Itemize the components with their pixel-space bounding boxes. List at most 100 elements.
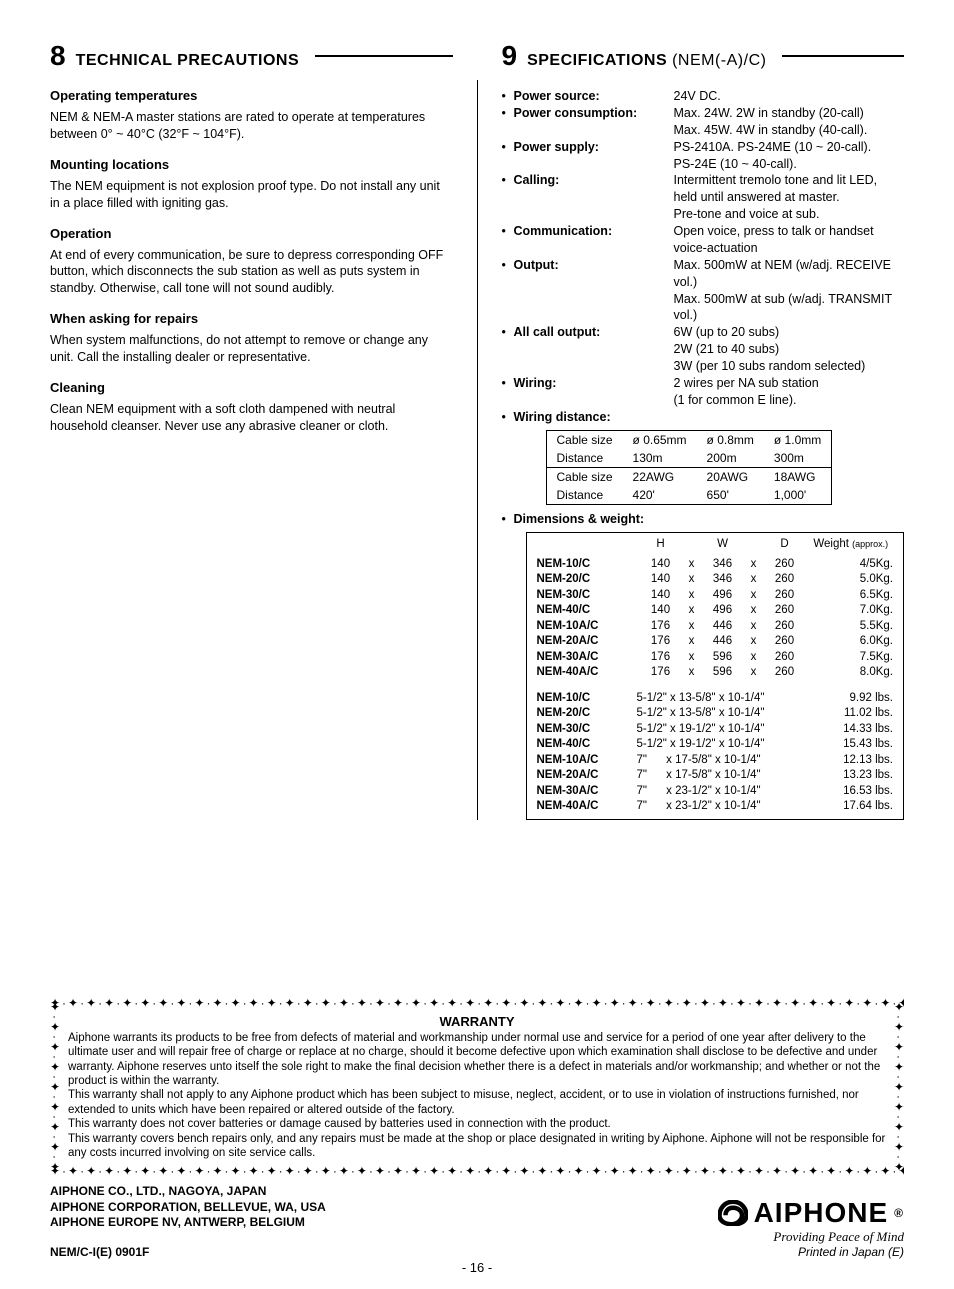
spec-value: PS-2410A. PS-24ME (10 ~ 20-call). PS-24E… [674,139,905,173]
spec-label: Power supply: [514,139,674,156]
section-8-number: 8 [50,40,66,72]
table-row: NEM-10A/C7" x 17-5/8" x 10-1/4"12.13 lbs… [537,753,894,769]
cell: Cable size [546,467,623,486]
two-columns: 8 TECHNICAL PRECAUTIONS Operating temper… [50,40,904,820]
spec-value: 24V DC. [674,88,905,105]
spec-row: •Calling:Intermittent tremolo tone and l… [502,172,905,223]
cell: 200m [697,449,764,468]
col-header: D [761,537,809,553]
subhead: Mounting locations [50,157,453,172]
table-row: NEM-30/C5-1/2" x 19-1/2" x 10-1/4"14.33 … [537,722,894,738]
cell: 20AWG [697,467,764,486]
table-row: NEM-40A/C7" x 23-1/2" x 10-1/4"17.64 lbs… [537,799,894,815]
decorative-border: ✦·✦·✦·✦·✦·✦·✦·✦·✦·✦·✦·✦·✦·✦·✦·✦·✦·✦·✦·✦·… [50,1164,904,1178]
subsection: When asking for repairs When system malf… [50,311,453,366]
cell: Distance [546,449,623,468]
spec-label: All call output: [514,324,674,341]
col-header: Weight (approx.) [809,537,894,553]
header-rule [782,55,904,57]
body-text: At end of every communication, be sure t… [50,247,453,298]
section-9-number: 9 [502,40,518,72]
cell: 300m [764,449,832,468]
spec-value: Open voice, press to talk or handset voi… [674,223,905,257]
spec-row: •Communication:Open voice, press to talk… [502,223,905,257]
subsection: Operating temperatures NEM & NEM-A maste… [50,88,453,143]
cell: 650' [697,486,764,505]
section-9-header: 9 SPECIFICATIONS (NEM(-A)/C) [502,40,905,72]
spec-value: 2 wires per NA sub station (1 for common… [674,375,905,409]
spec-label: Wiring distance: [514,409,674,426]
cell: 130m [623,449,697,468]
spec-value: Max. 24W. 2W in standby (20-call) Max. 4… [674,105,905,139]
dimensions-inch-rows: NEM-10/C5-1/2" x 13-5/8" x 10-1/4"9.92 l… [537,691,894,815]
table-row: Distance 130m 200m 300m [546,449,832,468]
body-text: NEM & NEM-A master stations are rated to… [50,109,453,143]
spec-row: •Wiring:2 wires per NA sub station (1 fo… [502,375,905,409]
subsection: Cleaning Clean NEM equipment with a soft… [50,380,453,435]
subsection: Mounting locations The NEM equipment is … [50,157,453,212]
section-9-title: SPECIFICATIONS (NEM(-A)/C) [527,52,766,70]
cell: 420' [623,486,697,505]
address-line: AIPHONE CORPORATION, BELLEVUE, WA, USA [50,1200,326,1216]
document-code: NEM/C-I(E) 0901F [50,1245,326,1259]
table-row: NEM-10/C140x346x2604/5Kg. [537,557,894,573]
left-column: 8 TECHNICAL PRECAUTIONS Operating temper… [50,40,453,820]
address-block: AIPHONE CO., LTD., NAGOYA, JAPAN AIPHONE… [50,1184,326,1259]
section-8-title: TECHNICAL PRECAUTIONS [76,52,300,70]
subhead: Operating temperatures [50,88,453,103]
spec-label: Wiring: [514,375,674,392]
subhead: Cleaning [50,380,453,395]
spec-row: •Dimensions & weight: [502,511,905,528]
brand-tagline: Providing Peace of Mind [718,1229,904,1245]
spec-row: •Output:Max. 500mW at NEM (w/adj. RECEIV… [502,257,905,325]
table-row: Distance 420' 650' 1,000' [546,486,832,505]
brand-name: AIPHONE® [718,1197,904,1229]
right-column: 9 SPECIFICATIONS (NEM(-A)/C) •Power sour… [502,40,905,820]
table-row: NEM-10/C5-1/2" x 13-5/8" x 10-1/4"9.92 l… [537,691,894,707]
section-8-header: 8 TECHNICAL PRECAUTIONS [50,40,453,72]
footer: AIPHONE CO., LTD., NAGOYA, JAPAN AIPHONE… [50,1184,904,1259]
spec-label: Communication: [514,223,674,240]
title-bold: SPECIFICATIONS [527,52,667,69]
column-divider [477,80,478,820]
dimensions-table: H W D Weight (approx.) NEM-10/C140x346x2… [526,532,905,820]
spec-label: Calling: [514,172,674,189]
table-row: Cable size 22AWG 20AWG 18AWG [546,467,832,486]
brand-text: AIPHONE [754,1197,889,1229]
cell: Cable size [546,430,623,449]
col-header: H [637,537,685,553]
decorative-border: ✦·✦·✦·✦·✦·✦·✦·✦·✦·✦·✦ [892,1000,906,1174]
dimensions-mm-rows: NEM-10/C140x346x2604/5Kg.NEM-20/C140x346… [537,557,894,681]
spec-label: Output: [514,257,674,274]
spec-row: •Power supply:PS-2410A. PS-24ME (10 ~ 20… [502,139,905,173]
table-row: NEM-30/C140x496x2606.5Kg. [537,588,894,604]
table-header: H W D Weight (approx.) [537,537,894,553]
warranty-box: ✦·✦·✦·✦·✦·✦·✦·✦·✦·✦·✦·✦·✦·✦·✦·✦·✦·✦·✦·✦·… [50,1000,904,1174]
address-line: AIPHONE EUROPE NV, ANTWERP, BELGIUM [50,1215,326,1231]
table-row: NEM-40A/C176x596x2608.0Kg. [537,665,894,681]
printed-note: Printed in Japan (E) [718,1245,904,1259]
table-row: NEM-20A/C176x446x2606.0Kg. [537,634,894,650]
cell: ø 0.65mm [623,430,697,449]
spec-row: •All call output:6W (up to 20 subs) 2W (… [502,324,905,375]
cell: ø 0.8mm [697,430,764,449]
title-light: (NEM(-A)/C) [672,52,766,69]
header-rule [315,55,452,57]
table-row: NEM-20A/C7" x 17-5/8" x 10-1/4"13.23 lbs… [537,768,894,784]
address-line: AIPHONE CO., LTD., NAGOYA, JAPAN [50,1184,326,1200]
spec-row: •Wiring distance: [502,409,905,426]
table-row: NEM-10A/C176x446x2605.5Kg. [537,619,894,635]
spec-value: Max. 500mW at NEM (w/adj. RECEIVE vol.) … [674,257,905,325]
warranty-title: WARRANTY [68,1014,886,1029]
spec-label: Power source: [514,88,674,105]
subhead: When asking for repairs [50,311,453,326]
table-row: NEM-30A/C176x596x2607.5Kg. [537,650,894,666]
spec-row: •Power source:24V DC. [502,88,905,105]
spec-row: •Power consumption:Max. 24W. 2W in stand… [502,105,905,139]
table-row: NEM-20/C5-1/2" x 13-5/8" x 10-1/4"11.02 … [537,706,894,722]
table-row: Cable size ø 0.65mm ø 0.8mm ø 1.0mm [546,430,832,449]
table-row: NEM-20/C140x346x2605.0Kg. [537,572,894,588]
body-text: The NEM equipment is not explosion proof… [50,178,453,212]
cell: 22AWG [623,467,697,486]
body-text: Clean NEM equipment with a soft cloth da… [50,401,453,435]
